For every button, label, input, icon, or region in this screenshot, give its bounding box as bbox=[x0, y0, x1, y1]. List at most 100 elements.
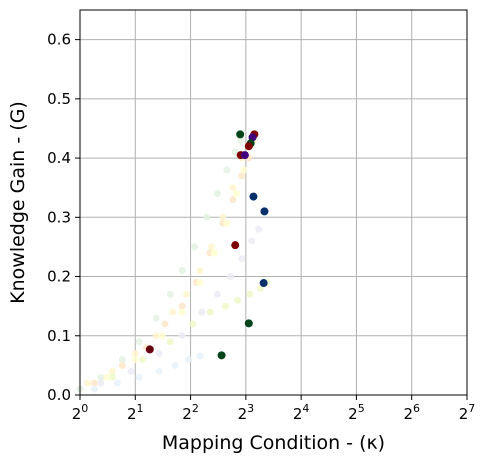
scatter-point bbox=[185, 355, 193, 363]
scatter-point bbox=[178, 302, 186, 310]
x-tick-label: 27 bbox=[459, 402, 476, 423]
y-tick-label: 0.5 bbox=[47, 90, 71, 108]
scatter-point bbox=[238, 255, 246, 263]
endpoint-marker bbox=[249, 192, 258, 201]
scatter-point bbox=[152, 314, 160, 322]
scatter-point bbox=[233, 296, 241, 304]
endpoint-marker bbox=[240, 151, 249, 160]
endpoint-marker bbox=[259, 279, 268, 288]
series-3 bbox=[97, 225, 263, 387]
scatter-point bbox=[91, 379, 99, 387]
scatter-point bbox=[207, 243, 215, 251]
x-tick-label: 22 bbox=[182, 402, 199, 423]
scatter-point bbox=[171, 361, 179, 369]
scatter-point bbox=[178, 308, 186, 316]
series-layer bbox=[76, 136, 271, 393]
y-tick-label: 0.4 bbox=[47, 149, 71, 167]
scatter-point bbox=[182, 290, 190, 298]
scatter-point bbox=[113, 379, 121, 387]
scatter-point bbox=[152, 332, 160, 340]
x-tick-label: 24 bbox=[293, 402, 310, 423]
x-tick-label: 23 bbox=[238, 402, 255, 423]
scatter-point bbox=[155, 350, 163, 358]
x-tick-label: 26 bbox=[403, 402, 420, 423]
scatter-point bbox=[161, 320, 169, 328]
scatter-point bbox=[118, 361, 126, 369]
scatter-point bbox=[135, 373, 143, 381]
y-axis-label: Knowledge Gain - (G) bbox=[7, 101, 29, 304]
scatter-point bbox=[127, 367, 135, 375]
scatter-point bbox=[223, 166, 231, 174]
scatter-point bbox=[103, 373, 111, 381]
scatter-point bbox=[108, 373, 116, 381]
y-tick-label: 0.1 bbox=[47, 327, 71, 345]
scatter-point bbox=[255, 225, 263, 233]
series-0 bbox=[76, 136, 245, 393]
scatter-point bbox=[198, 308, 206, 316]
scatter-point bbox=[222, 302, 230, 310]
scatter-point bbox=[196, 352, 204, 360]
scatter-point bbox=[139, 355, 147, 363]
scatter-point bbox=[227, 273, 235, 281]
x-tick-label: 25 bbox=[348, 402, 365, 423]
y-tick-label: 0.6 bbox=[47, 31, 71, 49]
scatter-point bbox=[178, 332, 186, 340]
scatter-point bbox=[91, 385, 99, 393]
scatter-point bbox=[213, 190, 221, 198]
scatter-point bbox=[229, 196, 237, 204]
x-tick-label: 20 bbox=[72, 402, 89, 423]
scatter-point bbox=[248, 237, 256, 245]
scatter-point bbox=[97, 373, 105, 381]
scatter-point bbox=[203, 213, 211, 221]
endpoint-marker bbox=[231, 241, 240, 250]
scatter-point bbox=[238, 172, 246, 180]
scatter-point bbox=[237, 136, 245, 144]
scatter-point bbox=[232, 190, 240, 198]
scatter-point bbox=[169, 308, 177, 316]
endpoint-layer bbox=[145, 130, 269, 360]
scatter-point bbox=[108, 367, 116, 375]
scatter-point bbox=[229, 184, 237, 192]
scatter-point bbox=[178, 267, 186, 275]
scatter-point bbox=[118, 355, 126, 363]
endpoint-marker bbox=[145, 345, 154, 354]
scatter-point bbox=[211, 249, 219, 257]
scatter-point bbox=[135, 338, 143, 346]
endpoint-marker bbox=[244, 319, 253, 328]
y-tick-label: 0.2 bbox=[47, 268, 71, 286]
scatter-point bbox=[155, 367, 163, 375]
scatter-point bbox=[131, 350, 139, 358]
y-tick-label: 0.0 bbox=[47, 386, 71, 404]
scatter-point bbox=[97, 379, 105, 387]
scatter-point bbox=[206, 308, 214, 316]
series-1 bbox=[84, 136, 257, 387]
series-6 bbox=[103, 166, 248, 381]
endpoint-marker bbox=[244, 142, 253, 151]
scatter-point bbox=[131, 355, 139, 363]
x-axis-label: Mapping Condition - (κ) bbox=[162, 432, 385, 454]
scatter-point bbox=[158, 332, 166, 340]
scatter-point bbox=[213, 290, 221, 298]
scatter-point bbox=[196, 267, 204, 275]
scatter-point bbox=[240, 166, 248, 174]
series-2 bbox=[91, 154, 253, 387]
scatter-point bbox=[84, 379, 92, 387]
scatter-point bbox=[223, 219, 231, 227]
endpoint-marker bbox=[217, 351, 226, 360]
plot-frame bbox=[79, 9, 468, 396]
scatter-point bbox=[166, 338, 174, 346]
series-5 bbox=[91, 352, 204, 393]
scatter-point bbox=[166, 290, 174, 298]
scatter-point bbox=[189, 320, 197, 328]
scatter-point bbox=[190, 243, 198, 251]
endpoint-marker bbox=[260, 207, 269, 216]
y-tick-label: 0.3 bbox=[47, 208, 71, 226]
ticks: 20 21 22 23 24 25 26 27 0.0 0.1 0.2 0.3 0.4 0.5 0.6 bbox=[47, 31, 475, 423]
grid-lines bbox=[79, 10, 468, 396]
x-tick-label: 21 bbox=[127, 402, 144, 423]
scatter-point bbox=[246, 290, 254, 298]
scatter-point bbox=[219, 213, 227, 221]
scatter-point bbox=[196, 278, 204, 286]
endpoint-marker bbox=[236, 130, 245, 139]
